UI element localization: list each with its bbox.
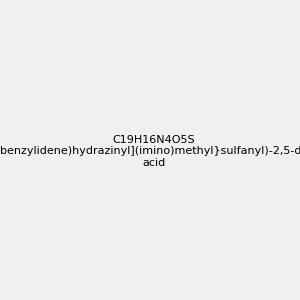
Text: C19H16N4O5S
4-[3-({[(2E)-2-(2-hydroxybenzylidene)hydrazinyl](imino)methyl}sulfan: C19H16N4O5S 4-[3-({[(2E)-2-(2-hydroxyben…	[0, 135, 300, 168]
